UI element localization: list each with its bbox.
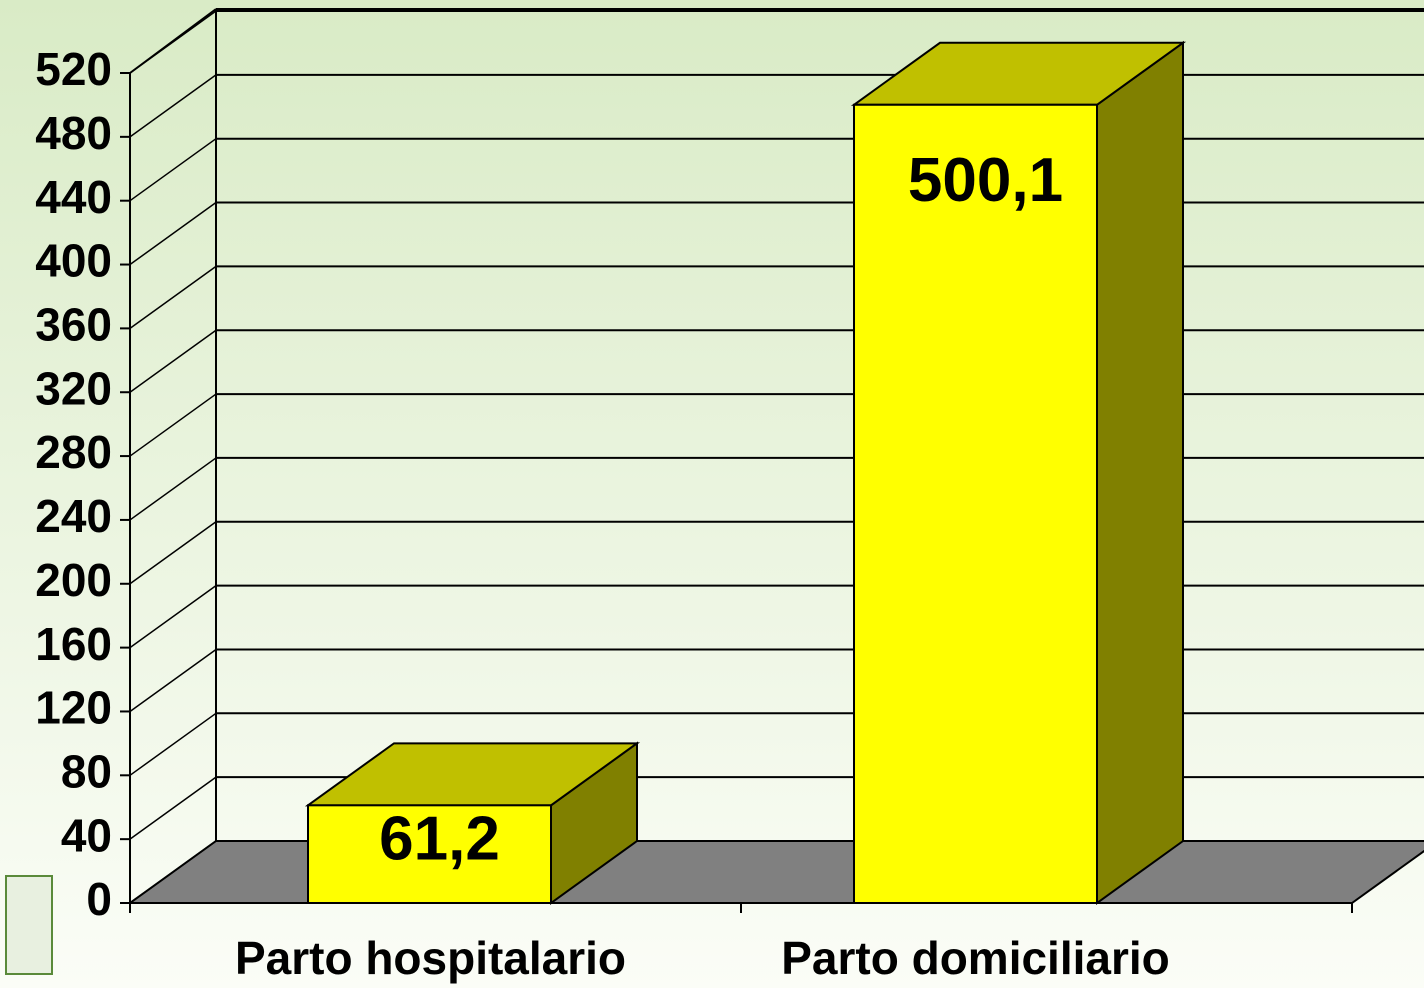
y-tick-label: 440 [35, 171, 112, 223]
grid-line [129, 457, 217, 521]
y-tick-label: 280 [35, 426, 112, 478]
grid-line [129, 10, 217, 74]
grid-line [129, 585, 217, 649]
grid-line [129, 840, 217, 904]
bar [853, 103, 1098, 904]
y-tick-label: 360 [35, 299, 112, 351]
x-tick-label: Parto hospitalario [235, 932, 626, 984]
y-tick-label: 520 [35, 43, 112, 95]
grid-line [129, 521, 217, 585]
value-label: 500,1 [908, 146, 1063, 215]
y-tick-label: 40 [61, 809, 112, 861]
y-tick-label: 0 [86, 873, 112, 925]
y-tick-label: 200 [35, 554, 112, 606]
grid-line [129, 329, 217, 393]
y-tick-label: 480 [35, 107, 112, 159]
y-tick-label: 400 [35, 235, 112, 287]
y-tick-label: 240 [35, 490, 112, 542]
grid-line [129, 201, 217, 266]
bar [307, 804, 552, 904]
grid-line [129, 74, 217, 138]
grid-line [129, 776, 217, 840]
bar-side [1096, 40, 1184, 905]
y-tick-label: 160 [35, 618, 112, 670]
grid-line [129, 712, 217, 776]
x-tick-label: Parto domiciliario [781, 932, 1170, 984]
grid-line [129, 265, 217, 329]
y-tick-label: 320 [35, 362, 112, 414]
logo [5, 875, 53, 975]
grid-line [129, 648, 217, 713]
y-tick-label: 120 [35, 682, 112, 734]
grid-line [129, 138, 217, 202]
y-tick-label: 80 [61, 745, 112, 797]
value-label: 61,2 [379, 805, 500, 874]
grid-line [129, 393, 217, 457]
